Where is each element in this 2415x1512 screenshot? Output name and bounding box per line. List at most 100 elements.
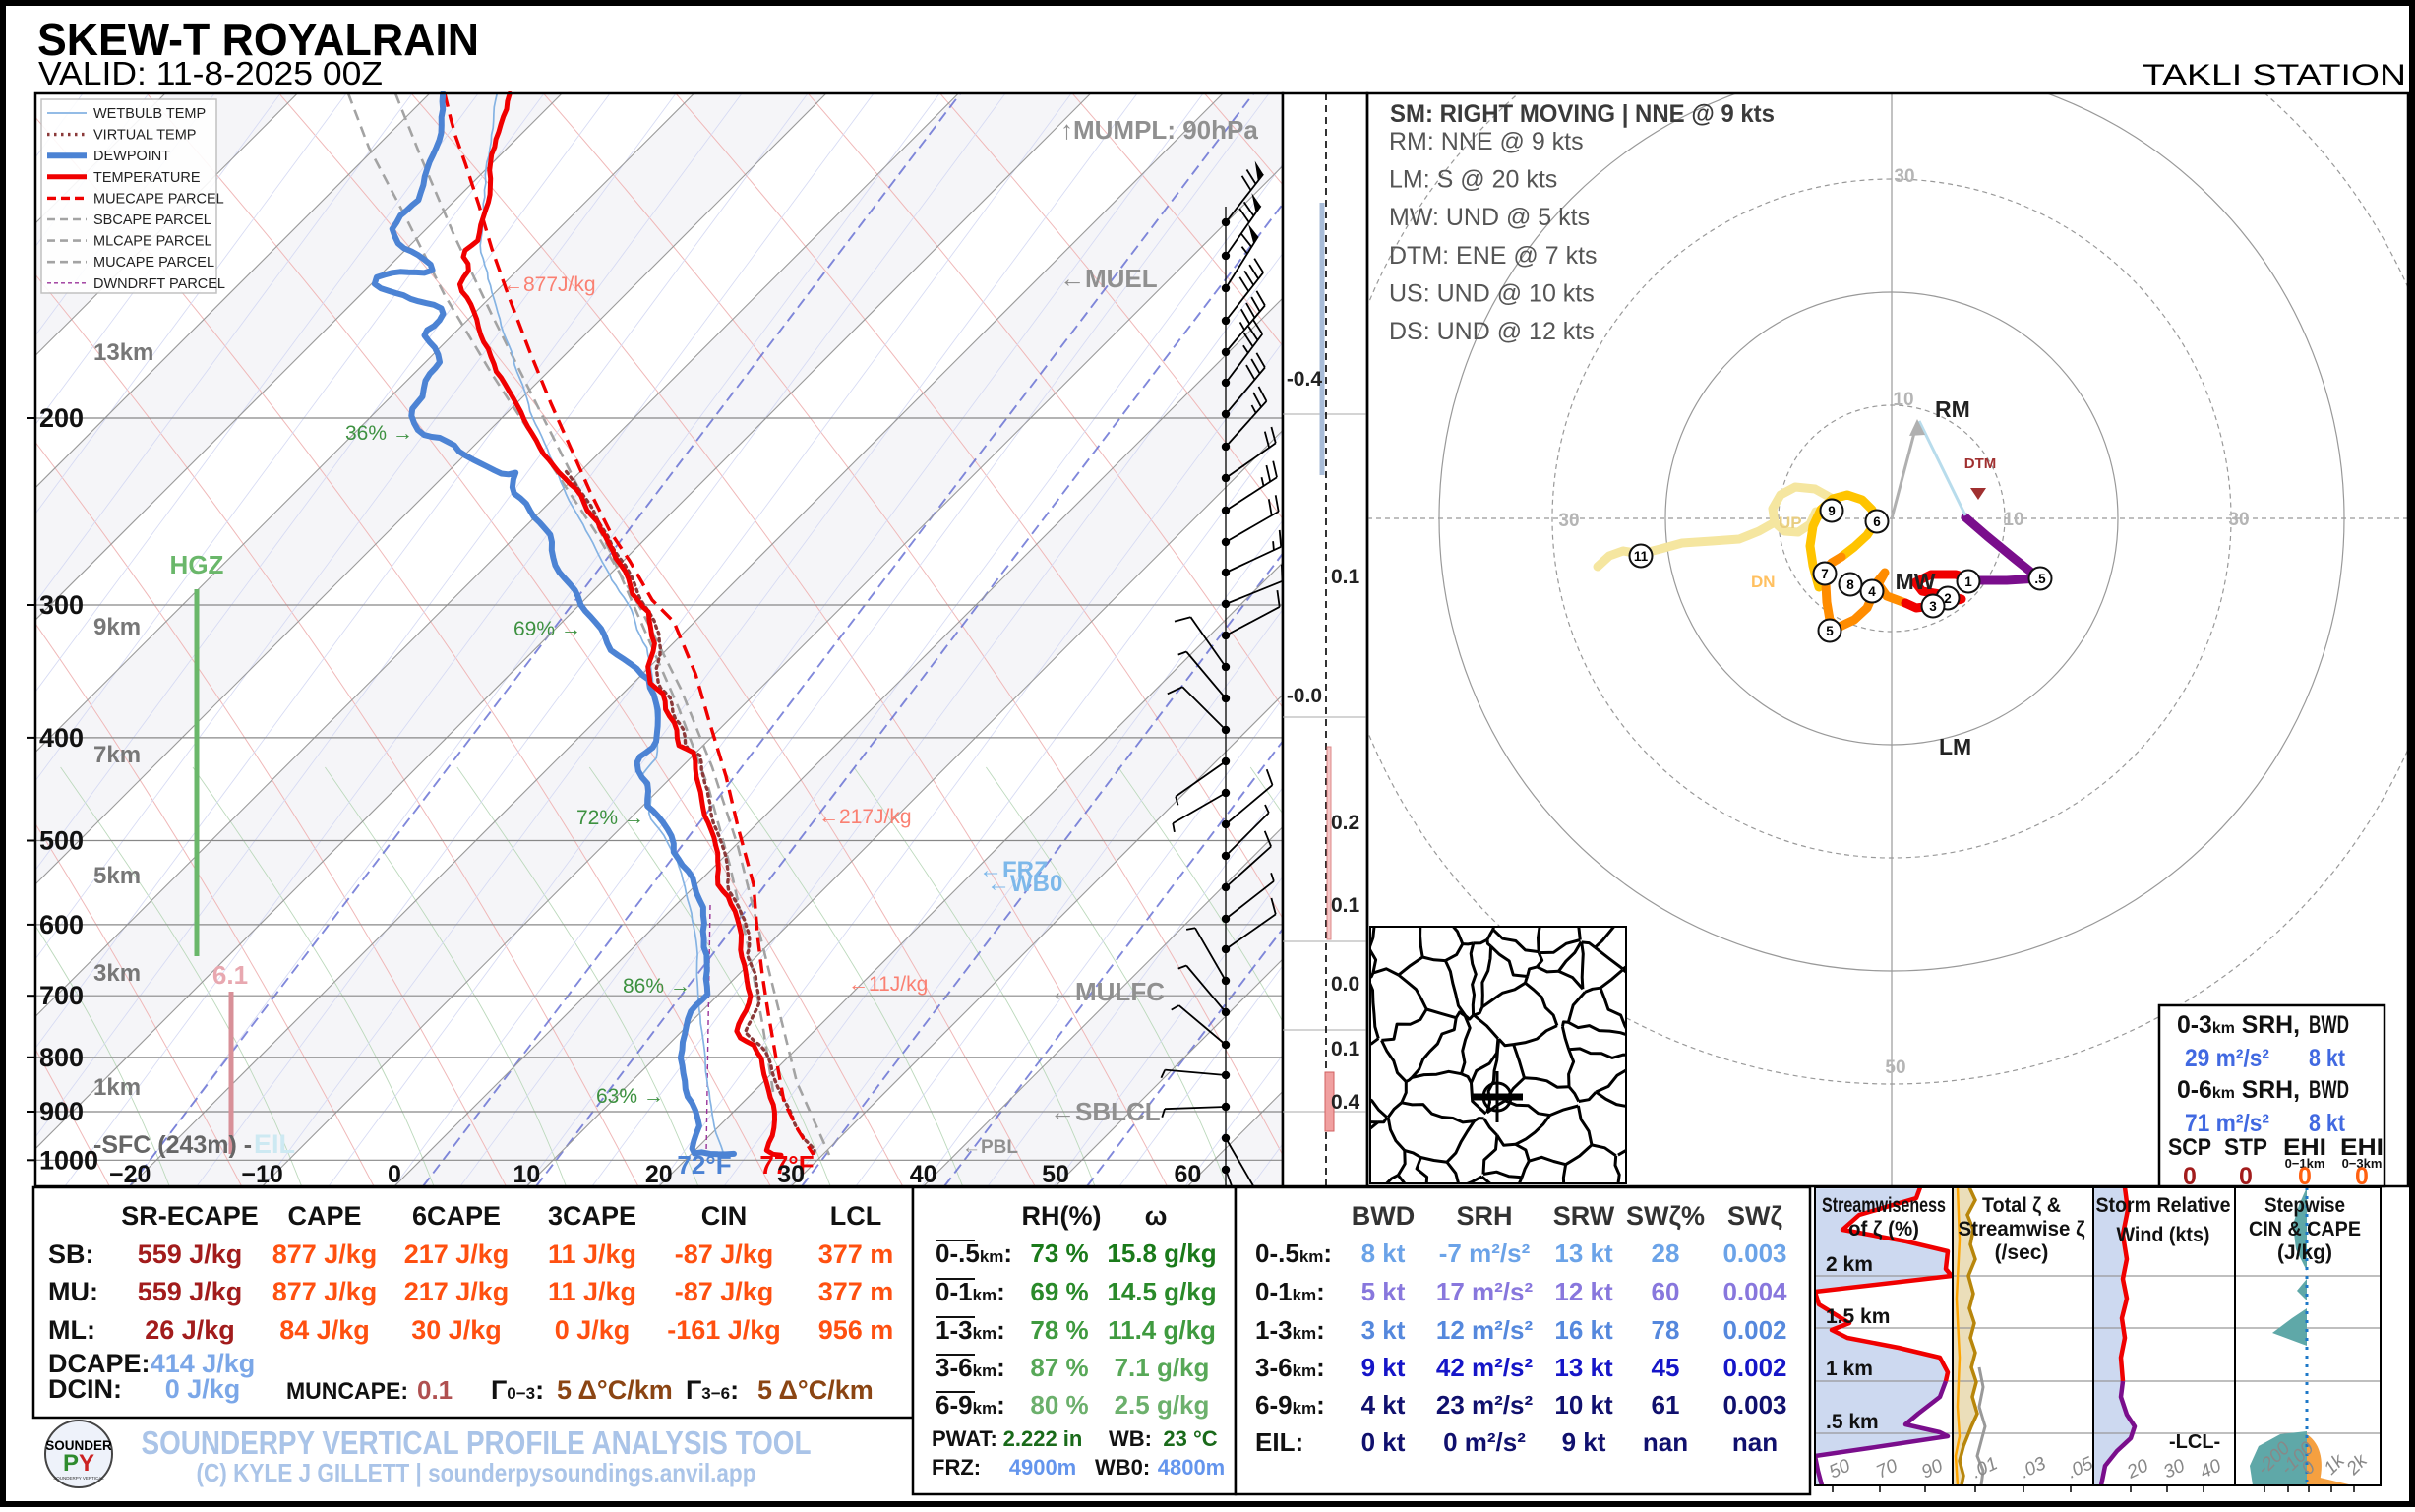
svg-text:800: 800: [39, 1043, 84, 1072]
svg-text:11.4 g/kg: 11.4 g/kg: [1108, 1315, 1216, 1345]
svg-text:SB:: SB:: [48, 1240, 94, 1269]
svg-text:700: 700: [39, 981, 84, 1010]
svg-text:28: 28: [1652, 1239, 1680, 1268]
svg-text:63% →: 63% →: [596, 1085, 664, 1108]
svg-text:4 kt: 4 kt: [1361, 1390, 1406, 1420]
svg-text:MW: UND @ 5 kts: MW: UND @ 5 kts: [1389, 204, 1590, 231]
svg-text:72°F: 72°F: [677, 1150, 731, 1179]
svg-text:877 J/kg: 877 J/kg: [272, 1277, 378, 1306]
svg-text:1km: 1km: [93, 1074, 141, 1101]
svg-text:0-6km SRH,: 0-6km SRH,: [2177, 1076, 2300, 1104]
svg-text:11: 11: [1634, 549, 1649, 564]
svg-text:5km: 5km: [93, 863, 141, 889]
svg-text:0.1: 0.1: [417, 1375, 453, 1405]
svg-text:3 kt: 3 kt: [1361, 1315, 1406, 1345]
svg-text:(C) KYLE J GILLETT | sounderpy: (C) KYLE J GILLETT | sounderpysoundings.…: [197, 1458, 756, 1487]
svg-text:0: 0: [2355, 1163, 2369, 1190]
svg-text:.5 km: .5 km: [1826, 1411, 1879, 1433]
svg-text:13 kt: 13 kt: [1554, 1239, 1613, 1268]
svg-text:Γ3−6:: Γ3−6:: [686, 1375, 739, 1405]
svg-text:−20: −20: [109, 1161, 151, 1188]
svg-text:DEWPOINT: DEWPOINT: [93, 149, 170, 164]
svg-text:42 m²/s²: 42 m²/s²: [1436, 1353, 1534, 1382]
svg-text:TAKLI STATION: TAKLI STATION: [2143, 59, 2406, 91]
svg-text:69% →: 69% →: [513, 618, 581, 640]
svg-text:20: 20: [645, 1161, 673, 1188]
svg-text:78 %: 78 %: [1030, 1315, 1088, 1345]
svg-text:5 kt: 5 kt: [1361, 1277, 1406, 1306]
svg-text:DN: DN: [1751, 573, 1776, 591]
svg-text:SKEW-T ROYALRAIN: SKEW-T ROYALRAIN: [37, 14, 479, 65]
svg-text:10: 10: [2003, 510, 2023, 530]
svg-text:2.5 g/kg: 2.5 g/kg: [1115, 1390, 1210, 1420]
svg-text:956 m: 956 m: [818, 1315, 894, 1345]
svg-text:13 kt: 13 kt: [1554, 1353, 1613, 1382]
svg-text:nan: nan: [1732, 1427, 1778, 1457]
svg-text:0: 0: [2183, 1163, 2197, 1190]
svg-text:ML:: ML:: [48, 1315, 95, 1345]
svg-text:69 %: 69 %: [1030, 1277, 1088, 1306]
svg-text:16 kt: 16 kt: [1554, 1315, 1613, 1345]
svg-text:MLCAPE PARCEL: MLCAPE PARCEL: [93, 234, 212, 250]
svg-text:1 km: 1 km: [1826, 1358, 1873, 1380]
svg-text:MW: MW: [1896, 569, 1936, 594]
svg-text:↑MUMPL: 90hPa: ↑MUMPL: 90hPa: [1060, 115, 1258, 145]
svg-text:SOUNDERPY VERTICAL PROFILE ANA: SOUNDERPY VERTICAL PROFILE ANALYSIS TOOL: [142, 1424, 812, 1461]
svg-text:0-3km SRH,: 0-3km SRH,: [2177, 1011, 2300, 1039]
svg-text:80 %: 80 %: [1030, 1390, 1088, 1420]
svg-text:DCIN:: DCIN:: [48, 1374, 122, 1404]
svg-text:0.002: 0.002: [1722, 1315, 1786, 1345]
svg-text:DS: UND @ 12 kts: DS: UND @ 12 kts: [1389, 318, 1595, 345]
svg-text:-7 m²/s²: -7 m²/s²: [1439, 1239, 1531, 1268]
svg-text:45: 45: [1652, 1353, 1680, 1382]
svg-text:0: 0: [388, 1161, 401, 1188]
svg-text:1-3km:: 1-3km:: [1255, 1315, 1325, 1345]
svg-text:1.5 km: 1.5 km: [1826, 1305, 1890, 1328]
svg-text:30: 30: [1894, 166, 1914, 187]
svg-text:MU:: MU:: [48, 1277, 98, 1306]
svg-text:DTM: DTM: [1964, 455, 1997, 472]
svg-text:10: 10: [513, 1161, 540, 1188]
svg-text:DCAPE:: DCAPE:: [48, 1349, 151, 1378]
svg-text:559 J/kg: 559 J/kg: [138, 1277, 243, 1306]
svg-text:559 J/kg: 559 J/kg: [138, 1240, 243, 1269]
svg-text:30 J/kg: 30 J/kg: [411, 1315, 502, 1345]
svg-text:87 %: 87 %: [1030, 1353, 1088, 1382]
svg-text:8 kt: 8 kt: [2309, 1110, 2346, 1137]
svg-text:nan: nan: [1643, 1427, 1688, 1457]
svg-text:600: 600: [39, 910, 84, 939]
svg-text:0−1km: 0−1km: [2285, 1156, 2325, 1171]
svg-text:30: 30: [1558, 511, 1579, 531]
svg-text:VIRTUAL TEMP: VIRTUAL TEMP: [93, 128, 196, 144]
svg-text:2.222 in: 2.222 in: [1003, 1426, 1083, 1451]
svg-text:←217J/kg: ←217J/kg: [818, 806, 912, 828]
svg-text:MUECAPE PARCEL: MUECAPE PARCEL: [93, 191, 224, 207]
svg-text:40: 40: [910, 1161, 937, 1188]
svg-text:5: 5: [1826, 624, 1834, 638]
svg-text:TEMPERATURE: TEMPERATURE: [93, 170, 201, 186]
svg-text:Total ζ &: Total ζ &: [1982, 1194, 2061, 1217]
svg-text:SOUNDERPY VERTICAL: SOUNDERPY VERTICAL: [53, 1476, 104, 1481]
svg-text:0−3km: 0−3km: [2342, 1156, 2383, 1171]
svg-text:7.1 g/kg: 7.1 g/kg: [1115, 1353, 1210, 1382]
svg-text:US: UND @ 10 kts: US: UND @ 10 kts: [1389, 279, 1595, 307]
svg-text:←SBLCL: ←SBLCL: [1050, 1097, 1161, 1126]
svg-text:SBCAPE PARCEL: SBCAPE PARCEL: [93, 212, 211, 228]
svg-text:86% →: 86% →: [623, 975, 691, 998]
svg-text:7: 7: [1821, 567, 1829, 581]
svg-text:EIL:: EIL:: [1255, 1427, 1303, 1457]
svg-text:1: 1: [1964, 575, 1972, 589]
svg-text:DTM: ENE @ 7 kts: DTM: ENE @ 7 kts: [1389, 242, 1598, 270]
svg-text:Stepwise: Stepwise: [2264, 1194, 2345, 1217]
svg-text:PWAT:: PWAT:: [932, 1426, 997, 1451]
svg-text:Streamwiseness: Streamwiseness: [1822, 1194, 1946, 1217]
svg-text:0.4: 0.4: [1331, 1091, 1360, 1114]
svg-text:WB:: WB:: [1109, 1426, 1152, 1451]
svg-text:2: 2: [1944, 591, 1952, 606]
svg-text:0-1km:: 0-1km:: [1255, 1277, 1325, 1306]
svg-text:900: 900: [39, 1097, 84, 1126]
svg-text:14.5 g/kg: 14.5 g/kg: [1107, 1277, 1216, 1306]
svg-text:4: 4: [1868, 584, 1876, 599]
svg-text:30: 30: [2228, 510, 2249, 530]
svg-text:BWD: BWD: [2309, 1011, 2349, 1039]
